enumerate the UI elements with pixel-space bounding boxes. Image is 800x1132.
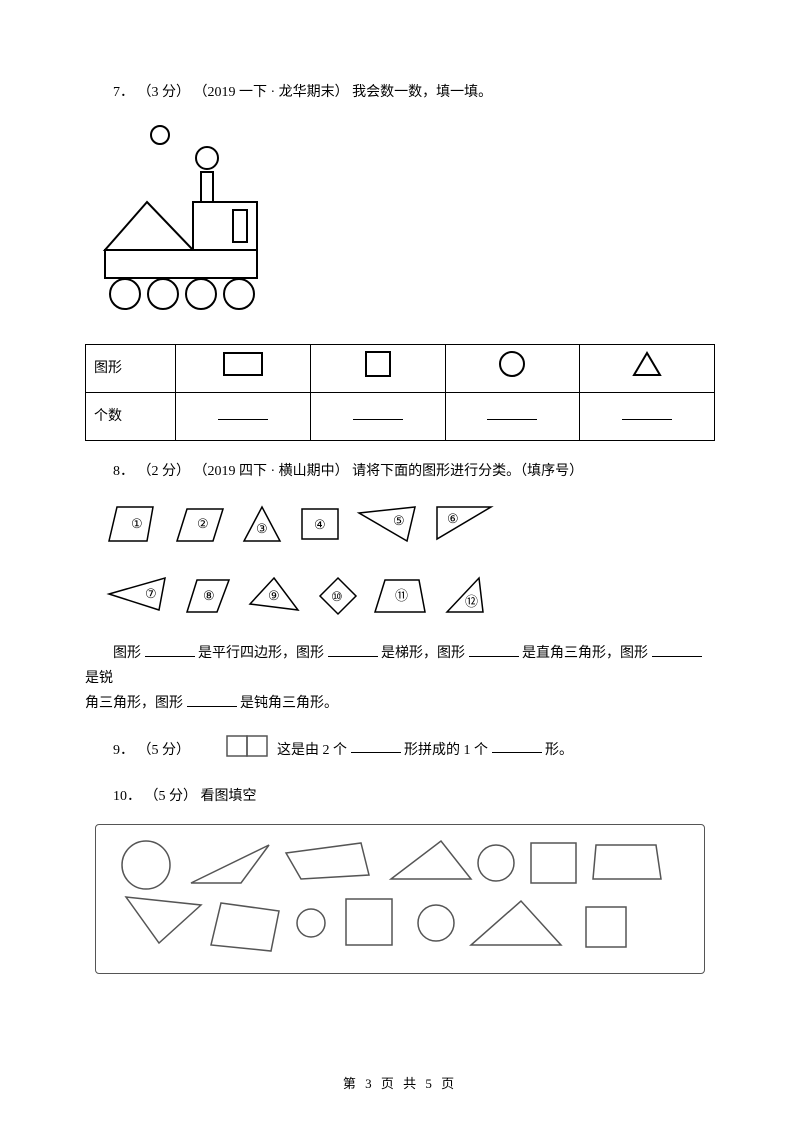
q8-prompt: 8． （2 分） （2019 四下 · 横山期中） 请将下面的图形进行分类。（填… [85, 459, 715, 484]
table-header-shape: 图形 [86, 345, 176, 393]
shape-10: ⑩ [316, 574, 360, 618]
q7-text: 我会数一数，填一填。 [352, 85, 492, 100]
rect-icon-cell [176, 345, 311, 393]
train-figure [85, 120, 715, 329]
q9-prompt: 9． （5 分） 这是由 2 个 形拼成的 1 个 形。 [85, 735, 715, 766]
q10-prompt: 10． （5 分） 看图填空 [85, 784, 715, 809]
blank-input[interactable] [652, 641, 702, 657]
q9-text-part: 这是由 2 个 [277, 742, 347, 757]
q8-text-part: 是钝角三角形。 [240, 696, 338, 711]
shape-count-table: 图形 个数 [85, 344, 715, 441]
q10-points: （5 分） [145, 789, 198, 804]
svg-text:⑨: ⑨ [268, 588, 280, 603]
q8-text-part: 是直角三角形，图形 [522, 646, 648, 661]
two-square-icon [198, 735, 270, 766]
shape-9: ⑨ [246, 574, 304, 618]
q10-shapes-box [95, 824, 705, 974]
shape-2: ② [173, 503, 229, 547]
q7-source: （2019 一下 · 龙华期末） [194, 85, 349, 100]
q8-text-part: 是梯形，图形 [381, 646, 465, 661]
svg-text:②: ② [197, 516, 209, 531]
svg-text:⑥: ⑥ [447, 511, 459, 526]
blank-cell[interactable] [176, 393, 311, 441]
q8-text-part: 是锐 [85, 671, 113, 686]
blank-input[interactable] [492, 737, 542, 753]
blank-input[interactable] [187, 691, 237, 707]
svg-text:⑪: ⑪ [395, 588, 408, 603]
q9-text-part: 形。 [545, 742, 573, 757]
q8-text-part: 图形 [113, 646, 141, 661]
shape-7: ⑦ [105, 574, 171, 618]
q9-points: （5 分） [138, 742, 191, 757]
q8-answer-line: 图形 是平行四边形，图形 是梯形，图形 是直角三角形，图形 是锐 [85, 641, 715, 691]
svg-text:⑩: ⑩ [331, 589, 343, 604]
svg-text:①: ① [131, 516, 143, 531]
shape-4: ④ [298, 503, 344, 547]
blank-input[interactable] [145, 641, 195, 657]
question-9: 9． （5 分） 这是由 2 个 形拼成的 1 个 形。 [85, 735, 715, 766]
page-number: 第 3 页 共 5 页 [343, 1076, 457, 1091]
blank-cell[interactable] [310, 393, 445, 441]
svg-text:⑫: ⑫ [465, 594, 478, 609]
q8-points: （2 分） [138, 464, 191, 479]
shape-1: ① [105, 503, 161, 547]
q8-text-part: 是平行四边形，图形 [198, 646, 324, 661]
shape-6: ⑥ [433, 503, 495, 547]
blank-cell[interactable] [580, 393, 715, 441]
circle-icon [498, 350, 526, 378]
blank-input[interactable] [469, 641, 519, 657]
question-8: 8． （2 分） （2019 四下 · 横山期中） 请将下面的图形进行分类。（填… [85, 459, 715, 716]
train-svg [85, 120, 315, 320]
shapes-row-2: ⑦ ⑧ ⑨ ⑩ ⑪ ⑫ [105, 574, 715, 627]
triangle-icon-cell [580, 345, 715, 393]
q10-shapes-svg [111, 835, 671, 963]
shape-8: ⑧ [183, 574, 235, 618]
blank-cell[interactable] [445, 393, 580, 441]
triangle-icon [632, 351, 662, 377]
shape-5: ⑤ [355, 503, 421, 547]
shape-11: ⑪ [371, 574, 431, 618]
svg-text:⑤: ⑤ [393, 513, 405, 528]
table-row: 个数 [86, 393, 715, 441]
q10-text: 看图填空 [201, 789, 257, 804]
shape-3: ③ [240, 503, 286, 547]
q8-text: 请将下面的图形进行分类。（填序号） [352, 464, 583, 479]
q9-text-part: 形拼成的 1 个 [404, 742, 488, 757]
svg-text:⑧: ⑧ [203, 588, 215, 603]
q8-number: 8． [113, 464, 134, 479]
question-7: 7． （3 分） （2019 一下 · 龙华期末） 我会数一数，填一填。 [85, 80, 715, 441]
shape-12: ⑫ [443, 574, 491, 618]
svg-text:④: ④ [314, 517, 326, 532]
question-10: 10． （5 分） 看图填空 [85, 784, 715, 974]
square-icon-cell [310, 345, 445, 393]
q8-answer-line-2: 角三角形，图形 是钝角三角形。 [85, 691, 715, 716]
q8-text-part: 角三角形，图形 [85, 696, 183, 711]
blank-input[interactable] [328, 641, 378, 657]
q9-number: 9． [113, 742, 134, 757]
table-header-count: 个数 [86, 393, 176, 441]
blank-input[interactable] [351, 737, 401, 753]
q7-prompt: 7． （3 分） （2019 一下 · 龙华期末） 我会数一数，填一填。 [85, 80, 715, 105]
shapes-row-1: ① ② ③ ④ ⑤ ⑥ [105, 503, 715, 556]
q10-number: 10． [113, 789, 141, 804]
svg-text:⑦: ⑦ [145, 586, 157, 601]
q7-points: （3 分） [138, 85, 191, 100]
square-icon [364, 350, 392, 378]
q8-source: （2019 四下 · 横山期中） [194, 464, 349, 479]
q7-number: 7． [113, 85, 134, 100]
svg-text:③: ③ [256, 521, 268, 536]
table-row: 图形 [86, 345, 715, 393]
rectangle-icon [222, 351, 264, 377]
page-footer: 第 3 页 共 5 页 [0, 1073, 800, 1092]
circle-icon-cell [445, 345, 580, 393]
